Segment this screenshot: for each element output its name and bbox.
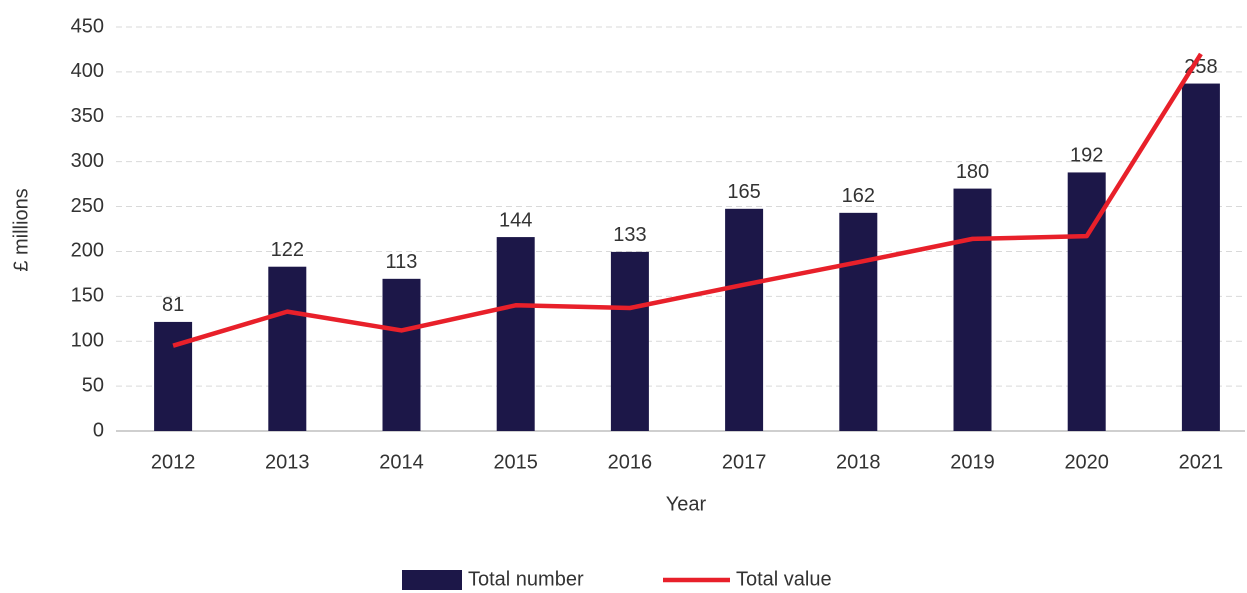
y-tick-label: 450 — [71, 15, 104, 37]
y-tick-label: 350 — [71, 105, 104, 127]
bar — [725, 208, 764, 431]
data-label: 122 — [271, 239, 304, 261]
y-tick-label: 0 — [93, 419, 104, 441]
data-label: 192 — [1070, 145, 1103, 167]
data-label: 165 — [727, 181, 760, 203]
x-tick-label: 2014 — [379, 451, 424, 473]
x-tick-label: 2021 — [1179, 451, 1224, 473]
data-label: 81 — [162, 294, 184, 316]
y-tick-label: 400 — [71, 60, 104, 82]
x-tick-label: 2012 — [151, 451, 196, 473]
legend-swatch — [402, 570, 462, 590]
x-tick-label: 2015 — [493, 451, 538, 473]
data-label: 162 — [842, 185, 875, 207]
data-label: 180 — [956, 161, 989, 183]
bar — [154, 321, 193, 431]
legend-label: Total number — [468, 568, 584, 590]
bar — [953, 188, 992, 431]
bar — [839, 212, 878, 431]
bar — [496, 237, 535, 431]
x-tick-label: 2020 — [1064, 451, 1109, 473]
x-axis-title: Year — [666, 493, 707, 515]
y-tick-label: 300 — [71, 150, 104, 172]
y-tick-label: 250 — [71, 195, 104, 217]
x-tick-label: 2019 — [950, 451, 995, 473]
x-tick-label: 2013 — [265, 451, 310, 473]
bar — [1181, 83, 1220, 431]
y-axis-title: £ millions — [10, 188, 32, 271]
y-tick-label: 100 — [71, 330, 104, 352]
bar — [382, 278, 421, 431]
data-label: 113 — [386, 251, 418, 273]
y-tick-label: 150 — [71, 285, 104, 307]
bar — [610, 251, 649, 431]
y-tick-label: 200 — [71, 240, 104, 262]
legend-label: Total value — [736, 568, 832, 590]
x-tick-label: 2017 — [722, 451, 767, 473]
data-label: 133 — [613, 224, 646, 246]
x-tick-label: 2018 — [836, 451, 881, 473]
data-label: 144 — [499, 209, 532, 231]
line — [172, 52, 1203, 348]
bar — [268, 266, 307, 431]
y-tick-label: 50 — [82, 374, 104, 396]
data-label: 258 — [1184, 56, 1217, 78]
x-tick-label: 2016 — [608, 451, 653, 473]
